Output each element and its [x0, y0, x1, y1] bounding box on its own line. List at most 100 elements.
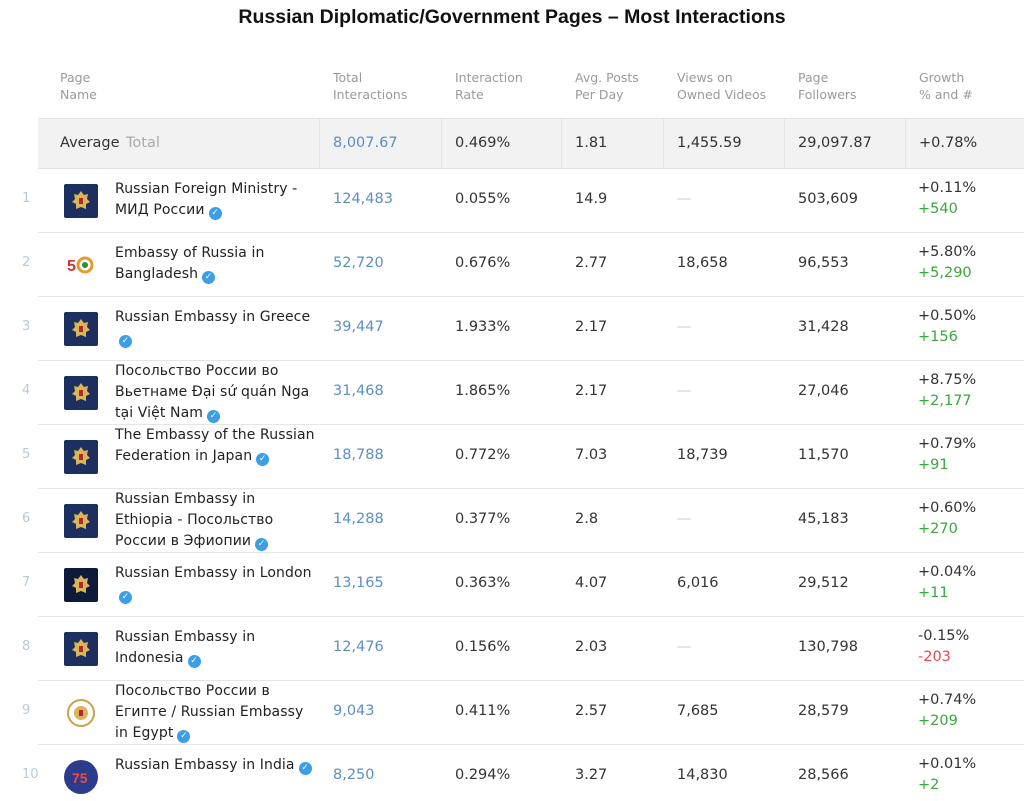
page-name: Russian Foreign Ministry - МИД России [115, 181, 298, 218]
table-row[interactable]: 4 Посольство России во Вьетнаме Đại sứ qu… [0, 361, 1024, 425]
coat-of-arms-icon[interactable] [64, 312, 98, 346]
coat-of-arms-icon[interactable] [64, 184, 98, 218]
coat-of-arms-icon[interactable] [64, 568, 98, 602]
interaction-rate: 0.377% [455, 511, 511, 527]
row-rank: 9 [22, 703, 31, 718]
row-rank: 2 [22, 255, 31, 270]
average-total-interactions: 8,007.67 [333, 135, 398, 151]
table-row[interactable]: 5 The Embassy of the Russian Federation i… [0, 425, 1024, 489]
interaction-rate: 0.055% [455, 191, 511, 207]
page-followers: 29,512 [798, 575, 849, 591]
growth-percent: +0.60% [918, 500, 977, 516]
total-interactions[interactable]: 8,250 [333, 767, 375, 783]
page-followers: 503,609 [798, 191, 858, 207]
divider [319, 119, 320, 168]
header-growth[interactable]: Growth % and # [919, 69, 973, 103]
coat-of-arms-icon[interactable] [64, 376, 98, 410]
growth-percent: +8.75% [918, 372, 977, 388]
total-interactions[interactable]: 14,288 [333, 511, 384, 527]
average-total-label[interactable]: Total [126, 135, 160, 151]
coat-of-arms-icon[interactable] [64, 440, 98, 474]
verified-check-icon: ✓ [256, 453, 270, 466]
verified-check-icon: ✓ [208, 207, 222, 220]
avg-posts-per-day: 4.07 [575, 575, 608, 591]
total-interactions[interactable]: 124,483 [333, 191, 393, 207]
total-interactions[interactable]: 39,447 [333, 319, 384, 335]
page-name: Embassy of Russia in Bangladesh [115, 245, 265, 282]
total-interactions[interactable]: 18,788 [333, 447, 384, 463]
page-name-link[interactable]: Посольство России в Египте / Russian Emb… [115, 681, 315, 744]
page-name-link[interactable]: Russian Embassy in Ethiopia - Посольство… [115, 489, 315, 552]
page-name-link[interactable]: Russian Embassy in London ✓ [115, 563, 315, 605]
header-page-name[interactable]: Page Name [60, 69, 97, 103]
row-rank: 5 [22, 447, 31, 462]
row-rank: 7 [22, 575, 31, 590]
page-name: Russian Embassy in London [115, 565, 312, 581]
anniversary-50-logo-icon[interactable]: 5 [64, 248, 98, 282]
svg-text:5: 5 [67, 258, 76, 275]
growth-percent: +5.80% [918, 244, 977, 260]
page-name-link[interactable]: Russian Embassy in India ✓ [115, 755, 315, 776]
page-name-link[interactable]: Russian Foreign Ministry - МИД России ✓ [115, 179, 315, 221]
views-owned-videos: — [677, 511, 692, 527]
anniversary-75-logo-icon[interactable]: 75 [64, 760, 98, 794]
page-name: Russian Embassy in India [115, 757, 295, 773]
table-row[interactable]: 1 Russian Foreign Ministry - МИД России ✓ 1… [0, 169, 1024, 233]
table-row[interactable]: 8 Russian Embassy in Indonesia ✓ 12,476 0.15… [0, 617, 1024, 681]
header-followers[interactable]: Page Followers [798, 69, 857, 103]
total-interactions[interactable]: 9,043 [333, 703, 375, 719]
header-growth-line2: % and # [919, 87, 973, 102]
total-interactions[interactable]: 12,476 [333, 639, 384, 655]
coat-of-arms-icon[interactable] [64, 632, 98, 666]
page-name-link[interactable]: The Embassy of the Russian Federation in… [115, 425, 315, 467]
header-interaction-rate[interactable]: Interaction Rate [455, 69, 523, 103]
table-row[interactable]: 10 75 Russian Embassy in India ✓ 8,250 0.294%… [0, 745, 1024, 801]
views-owned-videos: 6,016 [677, 575, 719, 591]
page-name-link[interactable]: Russian Embassy in Greece ✓ [115, 307, 315, 349]
table-row[interactable]: 3 Russian Embassy in Greece ✓ 39,447 1.933% 2… [0, 297, 1024, 361]
page-name-link[interactable]: Embassy of Russia in Bangladesh ✓ [115, 243, 315, 285]
table-row[interactable]: 6 Russian Embassy in Ethiopia - Посольств… [0, 489, 1024, 553]
emblem-seal-icon[interactable] [64, 696, 98, 730]
row-rank: 4 [22, 383, 31, 398]
average-label: Average [60, 135, 120, 151]
table-row[interactable]: 7 Russian Embassy in London ✓ 13,165 0.363% 4… [0, 553, 1024, 617]
avg-posts-per-day: 2.17 [575, 383, 608, 399]
page-name-link[interactable]: Посольство России во Вьетнаме Đại sứ quá… [115, 361, 315, 424]
header-total-interactions-line2: Interactions [333, 87, 408, 102]
header-total-interactions[interactable]: Total Interactions [333, 69, 407, 103]
table-row[interactable]: 2 5 Embassy of Russia in Bangladesh ✓ 52,720… [0, 233, 1024, 297]
header-views[interactable]: Views on Owned Videos [677, 69, 766, 103]
page-followers: 27,046 [798, 383, 849, 399]
views-owned-videos: 18,658 [677, 255, 728, 271]
average-avg-posts: 1.81 [575, 135, 608, 151]
total-interactions[interactable]: 13,165 [333, 575, 384, 591]
avg-posts-per-day: 2.17 [575, 319, 608, 335]
total-interactions[interactable]: 52,720 [333, 255, 384, 271]
growth-percent: +0.04% [918, 564, 977, 580]
views-owned-videos: — [677, 383, 692, 399]
page-title: Russian Diplomatic/Government Pages – Mo… [238, 6, 786, 28]
page-followers: 45,183 [798, 511, 849, 527]
avg-posts-per-day: 2.57 [575, 703, 608, 719]
coat-of-arms-icon[interactable] [64, 504, 98, 538]
header-page-name-line2: Name [60, 87, 97, 102]
header-total-interactions-line1: Total [333, 70, 363, 85]
growth-absolute: +11 [918, 585, 949, 601]
row-divider [38, 360, 1024, 361]
table-row[interactable]: 9 Посольство России в Египте / Russian Em… [0, 681, 1024, 745]
growth-absolute: +2,177 [918, 393, 972, 409]
header-views-line1: Views on [677, 70, 733, 85]
avg-posts-per-day: 2.03 [575, 639, 608, 655]
row-divider [38, 680, 1024, 681]
total-interactions[interactable]: 31,468 [333, 383, 384, 399]
header-growth-line1: Growth [919, 70, 965, 85]
page-followers: 31,428 [798, 319, 849, 335]
header-avg-posts[interactable]: Avg. Posts Per Day [575, 69, 639, 103]
average-row: Average Total 8,007.67 0.469% 1.81 1,455… [38, 118, 1024, 169]
page-name: Russian Embassy in Ethiopia - Посольство… [115, 491, 274, 549]
divider [905, 119, 906, 168]
avg-posts-per-day: 7.03 [575, 447, 608, 463]
page-name-link[interactable]: Russian Embassy in Indonesia ✓ [115, 627, 315, 669]
growth-percent: +0.50% [918, 308, 977, 324]
